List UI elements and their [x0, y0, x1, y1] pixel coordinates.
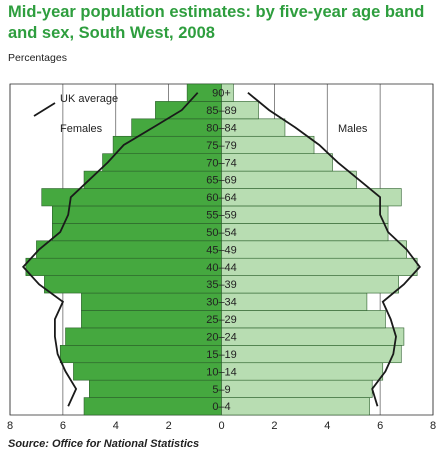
bar: [83, 170, 222, 189]
category-label: 55–59: [206, 210, 237, 222]
bar: [221, 362, 384, 381]
x-tick-label: 4: [324, 420, 330, 432]
category-label: 70–74: [206, 157, 237, 169]
bar: [221, 275, 399, 294]
category-label: 90+: [212, 88, 231, 100]
x-tick-label: 0: [218, 420, 224, 432]
bar: [221, 170, 357, 189]
bar: [221, 379, 373, 398]
x-tick-label: 4: [113, 420, 119, 432]
bar: [221, 327, 405, 346]
bar: [65, 327, 222, 346]
x-tick-label: 6: [60, 420, 66, 432]
category-label: 65–69: [206, 175, 237, 187]
series-label: Females: [60, 123, 103, 135]
category-label: 0–4: [212, 401, 230, 413]
bar: [51, 205, 222, 224]
bar: [221, 223, 389, 242]
category-label: 60–64: [206, 192, 237, 204]
average-line: [247, 92, 421, 407]
bar: [221, 240, 407, 259]
category-label: 25–29: [206, 314, 237, 326]
x-tick-label: 8: [430, 420, 436, 432]
bar: [81, 292, 222, 311]
category-label: 40–44: [206, 262, 237, 274]
x-tick-label: 2: [166, 420, 172, 432]
bar: [221, 345, 402, 364]
chart-subtitle: Percentages: [8, 52, 67, 64]
bar: [221, 292, 368, 311]
bar: [221, 397, 370, 416]
category-label: 15–19: [206, 349, 237, 361]
bar: [59, 345, 222, 364]
source: Source: Office for National Statistics: [8, 438, 200, 450]
bar: [221, 153, 333, 172]
category-label: 35–39: [206, 279, 237, 291]
x-tick-label: 6: [377, 420, 383, 432]
category-label: 50–54: [206, 227, 237, 239]
bar: [83, 397, 222, 416]
category-label: 75–79: [206, 140, 237, 152]
category-label: 5–9: [212, 384, 230, 396]
series-label: Males: [338, 123, 368, 135]
category-label: 80–84: [206, 122, 237, 134]
chart-title: Mid-year population estimates: by five-y…: [8, 3, 425, 42]
bar: [221, 310, 386, 329]
category-label: 85–89: [206, 105, 237, 117]
bar: [221, 83, 234, 102]
legend-label: UK average: [60, 93, 119, 105]
bar: [89, 379, 222, 398]
category-label: 10–14: [206, 366, 237, 378]
bar: [221, 188, 402, 207]
x-tick-label: 2: [271, 420, 277, 432]
bar: [36, 240, 222, 259]
category-label: 30–34: [206, 297, 237, 309]
bar: [41, 188, 222, 207]
bar: [221, 101, 259, 120]
bar: [44, 275, 222, 294]
bar: [25, 257, 222, 276]
legend-line: [33, 102, 56, 117]
category-label: 45–49: [206, 244, 237, 256]
average-line: [21, 92, 199, 407]
bar: [102, 153, 222, 172]
category-label: 20–24: [206, 332, 237, 344]
bar: [51, 223, 222, 242]
bar: [73, 362, 222, 381]
bar: [221, 205, 389, 224]
bar: [221, 257, 418, 276]
x-tick-label: 8: [7, 420, 13, 432]
bar: [81, 310, 222, 329]
